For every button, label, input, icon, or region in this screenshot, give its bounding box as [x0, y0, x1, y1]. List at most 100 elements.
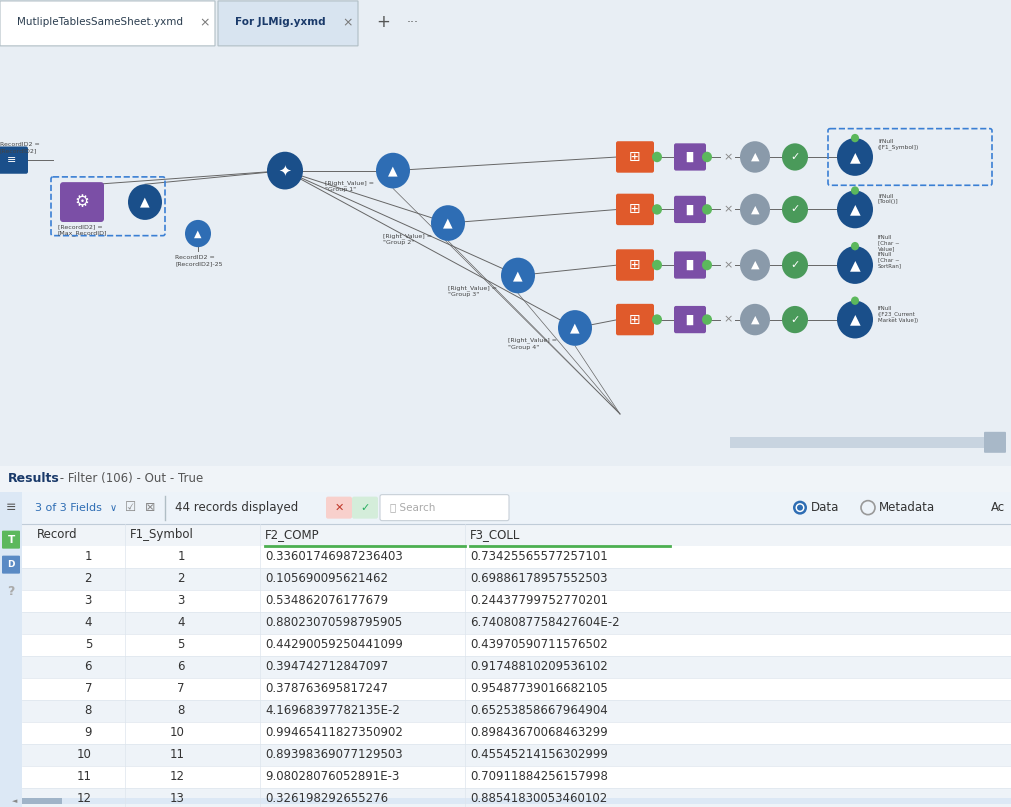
FancyBboxPatch shape [22, 524, 1011, 546]
Text: RecordID2 =
[RecordID2]: RecordID2 = [RecordID2] [0, 142, 39, 153]
Text: ≡: ≡ [6, 501, 16, 514]
FancyBboxPatch shape [616, 194, 654, 225]
Text: ⊞: ⊞ [629, 203, 641, 216]
Text: ▲: ▲ [751, 315, 759, 324]
FancyBboxPatch shape [60, 182, 104, 222]
Text: ⚙: ⚙ [75, 193, 89, 211]
Circle shape [185, 220, 211, 247]
FancyBboxPatch shape [674, 196, 706, 223]
Circle shape [702, 204, 712, 215]
Text: 2: 2 [178, 572, 185, 585]
FancyBboxPatch shape [674, 306, 706, 333]
Text: IfNull
[Char ~
Value]
IfNull
[Char ~
SortRan]: IfNull [Char ~ Value] IfNull [Char ~ Sor… [878, 235, 902, 268]
Circle shape [652, 314, 662, 325]
FancyBboxPatch shape [0, 1, 215, 46]
Text: 1: 1 [85, 550, 92, 563]
Text: ✓: ✓ [791, 315, 800, 324]
Text: IfNull
([F23_Current
Market Value]): IfNull ([F23_Current Market Value]) [878, 306, 918, 323]
Circle shape [851, 186, 859, 194]
Text: ▲: ▲ [849, 150, 860, 164]
FancyBboxPatch shape [218, 1, 358, 46]
Circle shape [652, 204, 662, 215]
Text: ?: ? [7, 585, 15, 598]
Text: 0.88541830053460102: 0.88541830053460102 [470, 792, 608, 805]
Text: 0.70911884256157998: 0.70911884256157998 [470, 770, 608, 783]
Circle shape [702, 260, 712, 270]
Text: ▲: ▲ [194, 228, 202, 239]
Text: ◄: ◄ [12, 798, 17, 804]
Text: 7: 7 [178, 682, 185, 695]
FancyBboxPatch shape [22, 700, 1011, 721]
Text: 12: 12 [170, 770, 185, 783]
Text: ⊞: ⊞ [629, 258, 641, 272]
FancyBboxPatch shape [22, 798, 1011, 804]
Text: +: + [376, 14, 390, 31]
Circle shape [837, 138, 874, 176]
Text: ···: ··· [407, 16, 419, 29]
Circle shape [740, 194, 770, 225]
Text: F2_COMP: F2_COMP [265, 528, 319, 541]
Text: 3: 3 [85, 594, 92, 607]
Text: 0.89843670068463299: 0.89843670068463299 [470, 726, 608, 739]
Text: ☑: ☑ [125, 501, 136, 514]
Text: ✓: ✓ [791, 204, 800, 215]
Text: ≡: ≡ [7, 155, 17, 165]
Text: 8: 8 [178, 705, 185, 717]
Circle shape [702, 152, 712, 162]
Text: 6: 6 [85, 660, 92, 673]
Text: [Right_Value] =
"Group 4": [Right_Value] = "Group 4" [508, 338, 557, 349]
FancyBboxPatch shape [730, 437, 1000, 448]
FancyBboxPatch shape [22, 633, 1011, 655]
Circle shape [740, 304, 770, 336]
Text: ▲: ▲ [388, 164, 397, 177]
Text: 0.88023070598795905: 0.88023070598795905 [265, 616, 402, 629]
Text: ×: × [343, 16, 353, 29]
Text: 44 records displayed: 44 records displayed [175, 501, 298, 514]
Text: - Filter (106) - Out - True: - Filter (106) - Out - True [56, 472, 203, 485]
Circle shape [652, 260, 662, 270]
FancyBboxPatch shape [22, 612, 1011, 633]
Text: ✓: ✓ [360, 503, 370, 512]
Text: ▲: ▲ [751, 152, 759, 162]
FancyBboxPatch shape [352, 496, 378, 519]
Text: 9.08028076052891E-3: 9.08028076052891E-3 [265, 770, 399, 783]
Circle shape [782, 196, 808, 223]
FancyBboxPatch shape [616, 304, 654, 336]
Text: 10: 10 [170, 726, 185, 739]
Text: 8: 8 [85, 705, 92, 717]
Text: ⊞: ⊞ [629, 150, 641, 164]
FancyBboxPatch shape [616, 249, 654, 281]
Text: Results: Results [8, 472, 60, 485]
Text: [Right_Value] =
"Group 1": [Right_Value] = "Group 1" [325, 181, 374, 192]
Text: 0.45545214156302999: 0.45545214156302999 [470, 748, 608, 761]
FancyBboxPatch shape [22, 788, 1011, 807]
Text: 3: 3 [178, 594, 185, 607]
Text: ×: × [723, 204, 733, 215]
Text: ⊞: ⊞ [629, 312, 641, 327]
Text: ▲: ▲ [570, 321, 580, 334]
Circle shape [851, 134, 859, 142]
FancyBboxPatch shape [22, 743, 1011, 766]
Text: 0.65253858667964904: 0.65253858667964904 [470, 705, 608, 717]
Text: 10: 10 [77, 748, 92, 761]
Text: ⊠: ⊠ [145, 501, 156, 514]
Text: 2: 2 [85, 572, 92, 585]
FancyBboxPatch shape [2, 556, 20, 574]
FancyBboxPatch shape [0, 491, 22, 807]
Text: 0.69886178957552503: 0.69886178957552503 [470, 572, 608, 585]
Text: 0.43970590711576502: 0.43970590711576502 [470, 638, 608, 651]
Text: 11: 11 [170, 748, 185, 761]
Text: 0.326198292655276: 0.326198292655276 [265, 792, 388, 805]
Text: ▐▌: ▐▌ [682, 260, 698, 270]
Text: ▲: ▲ [141, 195, 150, 208]
FancyBboxPatch shape [0, 466, 1011, 491]
Text: Ac: Ac [991, 501, 1005, 514]
Text: [RecordID2] =
[Max_RecordID]: [RecordID2] = [Max_RecordID] [58, 224, 107, 236]
Text: 13: 13 [170, 792, 185, 805]
Text: 5: 5 [85, 638, 92, 651]
Text: F3_COLL: F3_COLL [470, 528, 521, 541]
Circle shape [128, 184, 162, 220]
FancyBboxPatch shape [22, 798, 62, 804]
Circle shape [837, 301, 874, 338]
Text: 7: 7 [85, 682, 92, 695]
